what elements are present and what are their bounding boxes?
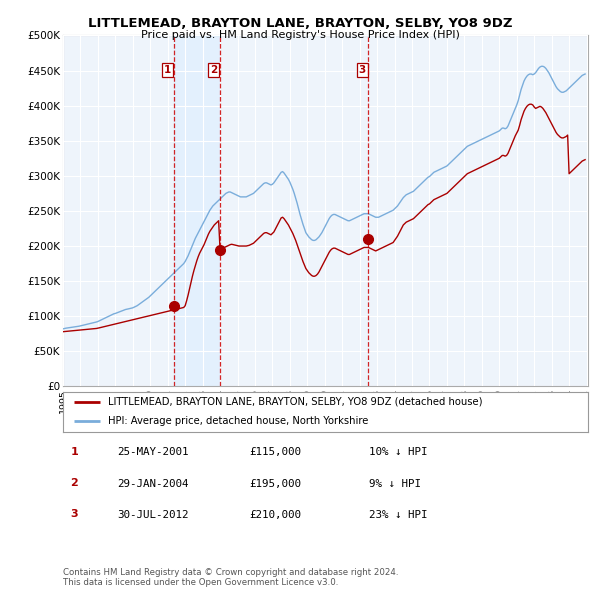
Text: 1: 1 — [71, 447, 78, 457]
Text: 10% ↓ HPI: 10% ↓ HPI — [369, 447, 427, 457]
Text: 3: 3 — [71, 509, 78, 519]
Text: 2: 2 — [71, 478, 78, 488]
Text: Contains HM Land Registry data © Crown copyright and database right 2024.
This d: Contains HM Land Registry data © Crown c… — [63, 568, 398, 587]
Text: LITTLEMEAD, BRAYTON LANE, BRAYTON, SELBY, YO8 9DZ: LITTLEMEAD, BRAYTON LANE, BRAYTON, SELBY… — [88, 17, 512, 30]
Text: £195,000: £195,000 — [249, 478, 301, 489]
Text: 1: 1 — [164, 65, 171, 76]
Text: LITTLEMEAD, BRAYTON LANE, BRAYTON, SELBY, YO8 9DZ (detached house): LITTLEMEAD, BRAYTON LANE, BRAYTON, SELBY… — [107, 397, 482, 407]
Text: 23% ↓ HPI: 23% ↓ HPI — [369, 510, 427, 520]
Bar — [173, 35, 220, 386]
Text: 25-MAY-2001: 25-MAY-2001 — [117, 447, 188, 457]
Text: £210,000: £210,000 — [249, 510, 301, 520]
Text: HPI: Average price, detached house, North Yorkshire: HPI: Average price, detached house, Nort… — [107, 415, 368, 425]
Text: 2: 2 — [210, 65, 217, 76]
Text: 29-JAN-2004: 29-JAN-2004 — [117, 478, 188, 489]
Text: 9% ↓ HPI: 9% ↓ HPI — [369, 478, 421, 489]
Text: 3: 3 — [359, 65, 366, 76]
Text: Price paid vs. HM Land Registry's House Price Index (HPI): Price paid vs. HM Land Registry's House … — [140, 30, 460, 40]
Text: 30-JUL-2012: 30-JUL-2012 — [117, 510, 188, 520]
Text: £115,000: £115,000 — [249, 447, 301, 457]
